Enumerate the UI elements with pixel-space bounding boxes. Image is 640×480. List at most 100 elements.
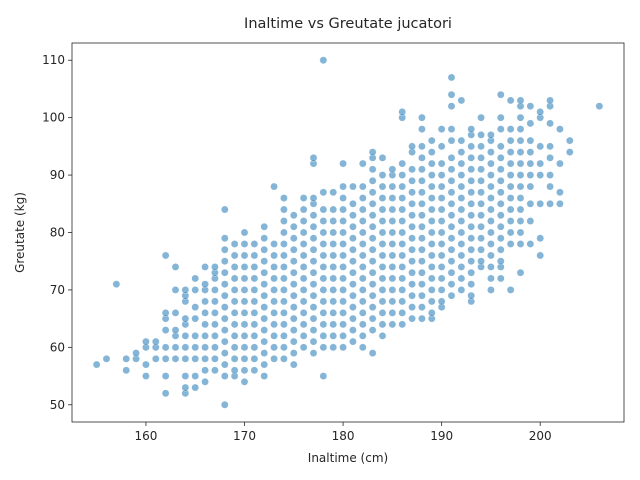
data-point-371 — [418, 291, 426, 300]
data-point-70 — [211, 263, 219, 271]
data-point-489 — [487, 228, 495, 237]
data-point-544 — [526, 217, 535, 225]
data-point-345 — [398, 217, 407, 225]
x-tick-label: 170 — [233, 429, 256, 443]
data-point-58 — [201, 280, 209, 289]
data-point-415 — [437, 182, 446, 191]
data-point-189 — [299, 240, 308, 248]
data-point-161 — [280, 240, 288, 248]
data-point-571 — [556, 159, 564, 168]
data-point-259 — [349, 314, 357, 323]
data-point-480 — [477, 154, 485, 162]
data-point-224 — [319, 205, 328, 214]
data-point-437 — [447, 73, 456, 82]
x-tick-label: 200 — [529, 429, 552, 443]
data-point-200 — [309, 280, 318, 289]
data-point-490 — [487, 217, 495, 225]
data-point-79 — [220, 291, 229, 300]
data-point-164 — [280, 205, 288, 214]
data-point-4 — [122, 354, 131, 363]
data-point-240 — [329, 188, 338, 197]
data-point-274 — [358, 309, 367, 317]
data-point-228 — [329, 332, 338, 340]
y-tick-label: 60 — [50, 340, 65, 354]
y-tick-label: 90 — [50, 168, 65, 182]
data-point-167 — [289, 349, 298, 357]
data-point-275 — [358, 297, 367, 306]
data-point-540 — [516, 113, 525, 122]
data-point-288 — [368, 326, 377, 334]
data-point-231 — [329, 297, 338, 306]
data-point-135 — [260, 257, 269, 266]
data-point-187 — [299, 263, 308, 271]
data-point-116 — [250, 332, 259, 340]
data-point-185 — [299, 286, 308, 294]
data-point-111 — [240, 240, 249, 248]
data-point-536 — [516, 159, 525, 168]
data-point-552 — [526, 102, 535, 111]
data-point-308 — [378, 297, 387, 306]
data-point-107 — [240, 286, 249, 294]
data-point-221 — [319, 240, 328, 248]
data-point-95 — [230, 274, 239, 283]
data-point-61 — [211, 354, 219, 363]
data-point-373 — [418, 268, 426, 277]
data-point-526 — [506, 125, 515, 133]
y-tick-label: 80 — [50, 226, 65, 240]
data-point-138 — [260, 222, 269, 231]
data-point-410 — [437, 240, 446, 248]
data-point-359 — [408, 245, 416, 254]
data-point-433 — [447, 136, 456, 145]
data-point-11 — [151, 354, 160, 363]
data-point-310 — [378, 274, 387, 283]
data-point-483 — [477, 113, 485, 122]
data-point-522 — [506, 171, 515, 179]
data-point-533 — [516, 194, 525, 202]
data-point-555 — [536, 199, 545, 208]
data-point-13 — [151, 337, 160, 346]
data-point-304 — [368, 148, 377, 156]
data-point-569 — [556, 199, 564, 208]
data-point-46 — [191, 303, 200, 311]
data-point-158 — [280, 274, 288, 283]
data-point-444 — [457, 217, 466, 225]
data-point-391 — [427, 274, 436, 283]
data-point-81 — [220, 268, 229, 277]
data-point-523 — [506, 159, 515, 168]
data-point-213 — [319, 332, 328, 340]
data-point-390 — [427, 286, 436, 294]
data-point-368 — [408, 142, 416, 151]
data-point-350 — [398, 159, 407, 168]
data-point-84 — [220, 234, 229, 243]
data-point-527 — [506, 96, 515, 105]
data-point-556 — [536, 171, 545, 179]
data-point-332 — [388, 194, 397, 202]
data-point-153 — [280, 332, 288, 340]
data-point-201 — [309, 268, 318, 277]
data-point-147 — [270, 263, 278, 271]
data-point-99 — [240, 377, 249, 386]
data-point-245 — [339, 297, 347, 306]
data-point-142 — [270, 320, 278, 329]
data-point-455 — [467, 280, 476, 289]
data-point-62 — [211, 343, 219, 352]
data-point-177 — [289, 234, 298, 243]
data-point-335 — [388, 165, 397, 174]
data-point-113 — [250, 366, 259, 375]
data-point-457 — [467, 257, 476, 266]
data-point-91 — [230, 320, 239, 329]
data-point-243 — [339, 320, 347, 329]
data-point-289 — [368, 314, 377, 323]
data-point-160 — [280, 251, 288, 260]
data-point-374 — [418, 257, 426, 266]
data-point-134 — [260, 268, 269, 277]
data-point-466 — [467, 154, 476, 162]
data-point-477 — [477, 188, 485, 197]
data-point-235 — [329, 251, 338, 260]
x-axis-label: Inaltime (cm) — [308, 451, 388, 465]
data-point-130 — [260, 314, 269, 323]
data-point-478 — [477, 176, 485, 185]
data-point-282 — [358, 217, 367, 225]
